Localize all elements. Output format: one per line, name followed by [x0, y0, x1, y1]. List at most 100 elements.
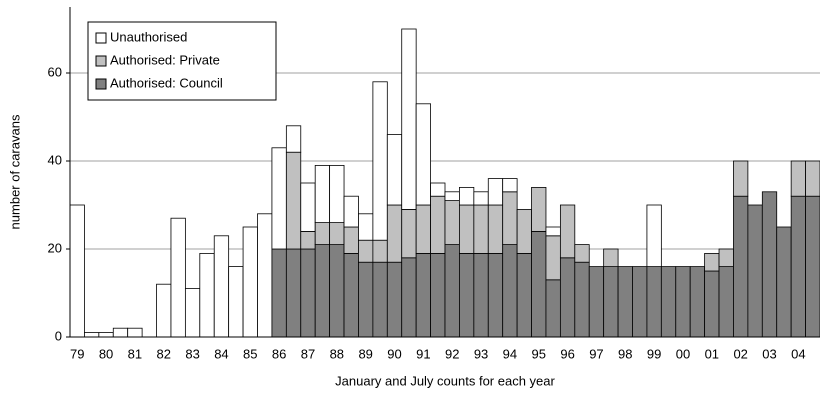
bar-segment [574, 244, 590, 263]
legend-swatch [95, 78, 107, 90]
x-tick-label: 90 [387, 346, 401, 361]
bar-segment [314, 244, 331, 338]
bar-segment [415, 103, 431, 206]
y-axis-label: number of caravans [7, 114, 22, 229]
bar-segment [660, 266, 677, 338]
x-tick-label: 00 [676, 346, 690, 361]
bar-segment [632, 266, 648, 338]
bar-segment [502, 244, 518, 338]
x-tick-label: 01 [705, 346, 719, 361]
bar-segment [358, 213, 374, 241]
bar-segment [733, 160, 749, 197]
bar-segment [559, 204, 576, 259]
x-tick-label: 82 [157, 346, 171, 361]
bar-segment [69, 204, 85, 338]
bar-segment [257, 213, 273, 338]
bar-segment [430, 182, 446, 197]
bar-segment [444, 191, 460, 202]
bar-segment [329, 164, 345, 223]
bar-segment [372, 239, 388, 263]
legend-swatch [95, 55, 107, 67]
bar-segment [213, 235, 230, 338]
bar-segment [776, 226, 792, 338]
bar-segment [386, 134, 403, 206]
legend: Unauthorised Authorised: Private Authorise… [87, 21, 277, 101]
y-tick-label: 0 [55, 328, 62, 343]
bar-segment [401, 28, 417, 210]
bar-segment [805, 195, 820, 338]
bar-segment [574, 261, 590, 338]
bar-segment [617, 266, 633, 338]
x-tick-label: 86 [272, 346, 286, 361]
legend-label: Unauthorised [110, 29, 187, 44]
bar-segment [675, 266, 691, 338]
bar-segment [718, 248, 734, 268]
x-tick-label: 03 [762, 346, 776, 361]
x-tick-label: 80 [99, 346, 113, 361]
bar-segment [603, 248, 619, 268]
bar-segment [805, 160, 820, 197]
bar-segment [343, 226, 359, 254]
x-tick-label: 99 [647, 346, 661, 361]
bar-segment [415, 204, 431, 254]
x-tick-label: 95 [532, 346, 546, 361]
bar-segment [343, 252, 359, 338]
bar-segment [559, 257, 576, 338]
bar-segment [358, 261, 374, 338]
bar-segment [242, 226, 258, 338]
x-tick-label: 04 [791, 346, 805, 361]
bar-segment [473, 191, 489, 206]
bar-segment [545, 235, 561, 281]
bar-segment [386, 204, 403, 263]
bar-segment [531, 230, 547, 338]
bar-segment [300, 248, 316, 338]
bar-segment [487, 204, 504, 254]
bar-segment [603, 266, 619, 338]
y-tick-label: 40 [48, 152, 62, 167]
bar-segment [516, 208, 532, 254]
bar-segment [733, 195, 749, 338]
x-tick-label: 92 [445, 346, 459, 361]
bar-segment [473, 204, 489, 254]
bar-segment [156, 283, 172, 338]
bar-segment [790, 195, 806, 338]
bar-segment [285, 248, 302, 338]
x-tick-label: 81 [128, 346, 142, 361]
x-tick-label: 88 [330, 346, 344, 361]
legend-label: Authorised: Council [110, 75, 223, 90]
bar-segment [588, 266, 605, 338]
bar-segment [790, 160, 806, 197]
bar-segment [112, 327, 129, 338]
bar-segment [358, 239, 374, 263]
bar-segment [372, 261, 388, 338]
bar-segment [704, 252, 720, 272]
bar-segment [285, 125, 302, 153]
bar-segment [444, 244, 460, 338]
x-tick-label: 83 [185, 346, 199, 361]
bar-segment [127, 327, 143, 338]
bar-segment [545, 279, 561, 338]
x-tick-label: 85 [243, 346, 257, 361]
bar-segment [487, 178, 504, 206]
bar-segment [98, 332, 114, 338]
bar-segment [329, 222, 345, 246]
bar-segment [487, 252, 504, 338]
legend-swatch [95, 32, 107, 44]
bar-segment [502, 191, 518, 246]
bar-segment [401, 208, 417, 259]
bar-segment [545, 226, 561, 237]
bar-segment [747, 204, 763, 338]
x-tick-label: 98 [618, 346, 632, 361]
bar-segment [184, 288, 201, 338]
bar-segment [646, 266, 662, 338]
bar-segment [84, 332, 100, 338]
bar-segment [343, 195, 359, 228]
bar-segment [502, 178, 518, 193]
x-tick-label: 87 [301, 346, 315, 361]
x-tick-label: 89 [358, 346, 372, 361]
bar-segment [430, 252, 446, 338]
bar-segment [646, 204, 662, 267]
x-tick-label: 97 [589, 346, 603, 361]
bar-segment [386, 261, 403, 338]
